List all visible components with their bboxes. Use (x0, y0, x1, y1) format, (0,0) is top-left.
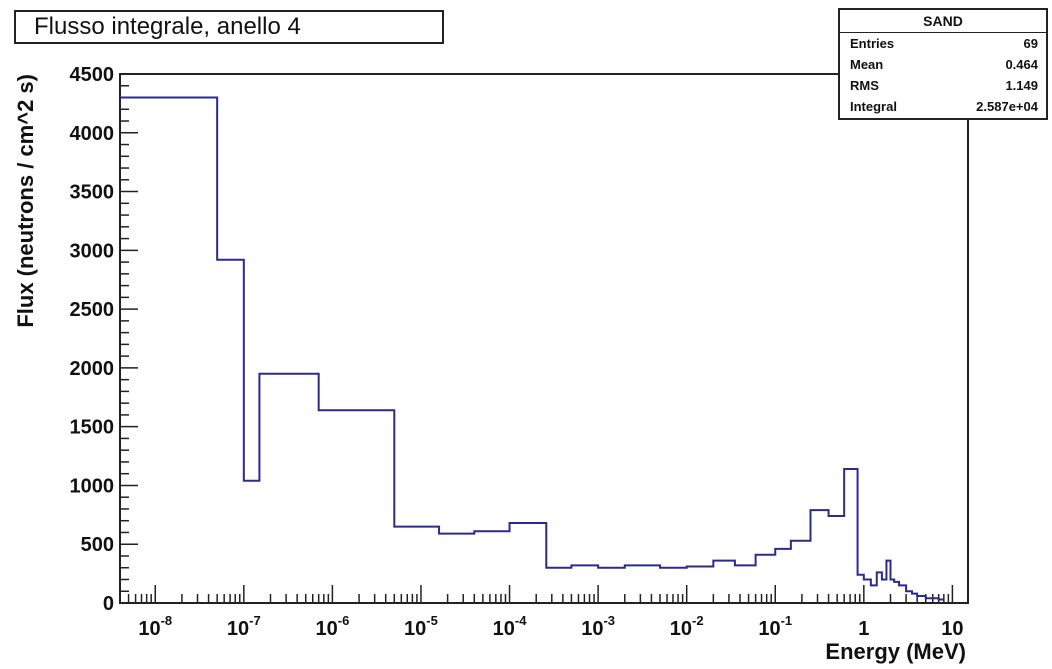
stats-label: Mean (850, 57, 884, 72)
stats-value: 2.587e+04 (976, 99, 1038, 114)
x-tick-label: 10-7 (227, 613, 261, 640)
y-tick-label: 3500 (70, 182, 115, 204)
stats-row-entries: Entries 69 (840, 33, 1046, 54)
stats-box: SAND Entries 69 Mean 0.464 RMS 1.149 Int… (838, 8, 1048, 120)
stats-value: 69 (1023, 36, 1038, 51)
tick-labels: 0 500 1000 1500 2000 2500 3000 3500 4000 4500 10-8… (70, 64, 964, 640)
stats-label: Integral (850, 99, 897, 114)
plot-frame (119, 73, 969, 604)
y-tick-label: 2500 (70, 299, 115, 321)
y-tick-label: 2000 (70, 358, 115, 380)
y-tick-label: 1500 (70, 417, 115, 439)
x-tick-label: 10-8 (138, 613, 172, 640)
y-tick-label: 500 (81, 534, 114, 556)
stats-value: 0.464 (1005, 57, 1038, 72)
x-tick-label: 10-2 (670, 613, 704, 640)
y-tick-label: 4000 (70, 123, 115, 145)
x-tick-label: 10-1 (758, 613, 792, 640)
x-tick-label: 10-6 (315, 613, 349, 640)
stats-value: 1.149 (1005, 78, 1038, 93)
stats-row-mean: Mean 0.464 (840, 54, 1046, 75)
x-tick-label: 10-4 (493, 613, 528, 640)
stats-label: Entries (850, 36, 895, 51)
stats-label: RMS (850, 78, 879, 93)
y-axis-label: Flux (neutrons / cm^2 s) (13, 74, 38, 328)
x-tick-label: 10 (941, 618, 963, 640)
stats-row-integral: Integral 2.587e+04 (840, 96, 1046, 117)
y-tick-label: 4500 (70, 64, 115, 86)
stats-row-rms: RMS 1.149 (840, 75, 1046, 96)
stats-title: SAND (840, 10, 1046, 33)
x-tick-label: 10-5 (404, 613, 438, 640)
x-tick-label: 1 (858, 618, 869, 640)
y-tick-label: 0 (103, 593, 114, 615)
chart-title: Flusso integrale, anello 4 (14, 10, 444, 44)
y-tick-label: 3000 (70, 240, 115, 262)
y-tick-label: 1000 (70, 475, 115, 497)
x-tick-label: 10-3 (581, 613, 615, 640)
x-axis-label: Energy (MeV) (825, 639, 966, 664)
histogram-line (120, 96, 944, 601)
